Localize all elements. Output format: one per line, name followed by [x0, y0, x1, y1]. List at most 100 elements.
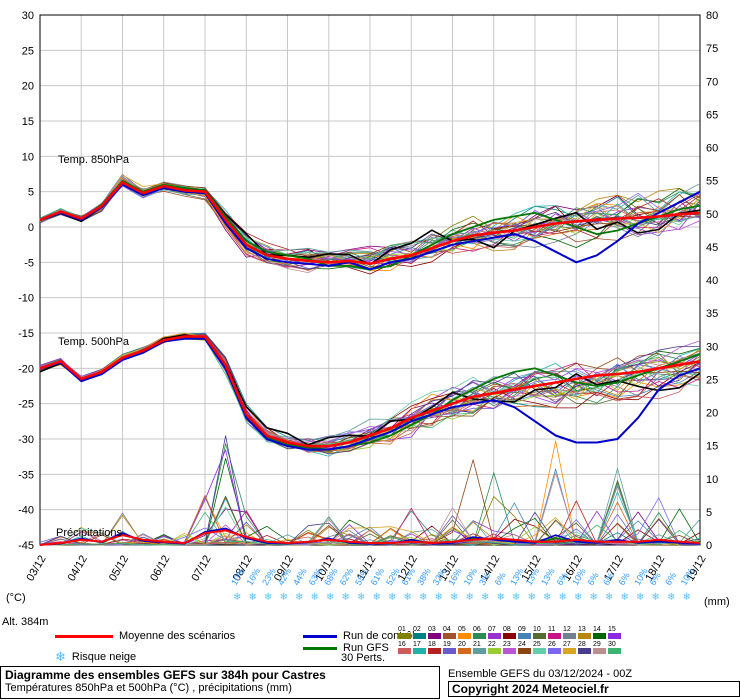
svg-text:❄: ❄ [342, 592, 350, 603]
svg-text:13%: 13% [539, 566, 557, 587]
pert-number: 01 [398, 626, 406, 633]
pert-color-swatch [398, 633, 411, 639]
svg-text:40: 40 [706, 275, 718, 287]
pert-color-swatch [548, 648, 561, 654]
right-axis-unit: (mm) [704, 596, 730, 608]
pert-color-swatch [548, 633, 561, 639]
pert-color-swatch [398, 648, 411, 654]
svg-text:❄: ❄ [311, 592, 319, 603]
svg-text:-5: -5 [24, 257, 34, 269]
svg-text:50: 50 [706, 209, 718, 221]
pert-number: 20 [458, 641, 466, 648]
svg-text:Temp. 850hPa: Temp. 850hPa [58, 154, 130, 166]
pert-color-swatch [488, 648, 501, 654]
snowflake-icon: ❄ [55, 649, 66, 664]
pert-number: 25 [533, 641, 541, 648]
pert-color-swatch [458, 633, 471, 639]
pert-number: 29 [593, 641, 601, 648]
svg-text:❄: ❄ [280, 592, 288, 603]
pert-number: 23 [503, 641, 511, 648]
svg-text:❄: ❄ [466, 592, 474, 603]
pert-color-swatch [593, 648, 606, 654]
pert-color-swatch [563, 633, 576, 639]
pert-number-row: 16 17 18 19 20 21 22 23 24 25 26 27 28 29 30 [398, 641, 634, 648]
svg-text:25: 25 [706, 374, 718, 386]
pert-color-swatch [533, 633, 546, 639]
svg-text:-25: -25 [18, 399, 34, 411]
svg-text:0: 0 [706, 540, 712, 552]
svg-text:❄: ❄ [528, 592, 536, 603]
legend-snow: ❄ Risque neige [55, 649, 137, 664]
svg-text:-20: -20 [18, 363, 34, 375]
pert-color-swatch [503, 633, 516, 639]
pert-color-swatch [443, 648, 456, 654]
svg-text:❄: ❄ [249, 592, 257, 603]
svg-text:38%: 38% [415, 566, 433, 587]
svg-text:❄: ❄ [233, 592, 241, 603]
svg-text:60: 60 [706, 143, 718, 155]
pert-color-swatch [473, 633, 486, 639]
svg-text:❄: ❄ [419, 592, 427, 603]
svg-text:❄: ❄ [264, 592, 272, 603]
pert-color-swatch [518, 633, 531, 639]
svg-text:5: 5 [28, 187, 34, 199]
legend-gfs-label: Run GFS [343, 642, 389, 654]
pert-color-swatch [443, 633, 456, 639]
gfs-line-swatch [303, 646, 337, 650]
copyright: Copyright 2024 Meteociel.fr [448, 681, 740, 697]
pert-number: 09 [518, 626, 526, 633]
pert-number: 26 [548, 641, 556, 648]
pert-number: 19 [443, 641, 451, 648]
svg-text:Temp. 500hPa: Temp. 500hPa [58, 336, 130, 348]
pert-number: 22 [488, 641, 496, 648]
pert-number: 21 [473, 641, 481, 648]
footer: Diagramme des ensembles GEFS sur 384h po… [0, 666, 740, 700]
pert-number: 10 [533, 626, 541, 633]
pert-color-swatch [473, 648, 486, 654]
pert-color-swatch [518, 648, 531, 654]
svg-text:Précipitations: Précipitations [56, 527, 123, 539]
svg-text:❄: ❄ [295, 592, 303, 603]
perts-grid: 01 02 03 04 05 06 07 08 09 10 11 12 13 14 15 16 17 18 19 20… [398, 626, 634, 656]
control-line-swatch [303, 634, 337, 638]
pert-color-swatch [533, 648, 546, 654]
svg-text:20: 20 [706, 408, 718, 420]
svg-text:-10: -10 [18, 293, 34, 305]
svg-text:-40: -40 [18, 505, 34, 517]
svg-text:❄: ❄ [512, 592, 520, 603]
svg-text:65: 65 [706, 109, 718, 121]
svg-text:20: 20 [22, 81, 34, 93]
legend-snow-label: Risque neige [71, 651, 137, 663]
svg-text:6%: 6% [663, 571, 678, 587]
svg-text:❄: ❄ [652, 592, 660, 603]
svg-text:❄: ❄ [373, 592, 381, 603]
svg-text:❄: ❄ [435, 592, 443, 603]
title-box: Diagramme des ensembles GEFS sur 384h po… [0, 666, 440, 699]
svg-text:-35: -35 [18, 469, 34, 481]
pert-number: 13 [578, 626, 586, 633]
pert-color-swatch [578, 648, 591, 654]
svg-text:❄: ❄ [621, 592, 629, 603]
svg-text:❄: ❄ [404, 592, 412, 603]
pert-number: 24 [518, 641, 526, 648]
pert-number: 17 [413, 641, 421, 648]
svg-text:❄: ❄ [559, 592, 567, 603]
svg-text:70: 70 [706, 76, 718, 88]
legend-mean-label: Moyenne des scénarios [119, 630, 236, 642]
svg-text:❄: ❄ [636, 592, 644, 603]
pert-color-swatch [413, 633, 426, 639]
chart-title: Diagramme des ensembles GEFS sur 384h po… [5, 668, 326, 682]
pert-color-swatch [428, 648, 441, 654]
pert-number: 14 [593, 626, 601, 633]
svg-text:❄: ❄ [388, 592, 396, 603]
pert-number: 27 [563, 641, 571, 648]
pert-number-row: 01 02 03 04 05 06 07 08 09 10 11 12 13 14 15 [398, 626, 634, 633]
svg-text:-45: -45 [18, 540, 34, 552]
svg-text:6%: 6% [586, 571, 601, 587]
svg-text:❄: ❄ [326, 592, 334, 603]
svg-text:80: 80 [706, 10, 718, 22]
pert-number: 16 [398, 641, 406, 648]
svg-text:30: 30 [706, 341, 718, 353]
pert-swatch-row [398, 648, 634, 656]
chart-subtitle: Températures 850hPa et 500hPa (°C) , pré… [5, 682, 292, 694]
